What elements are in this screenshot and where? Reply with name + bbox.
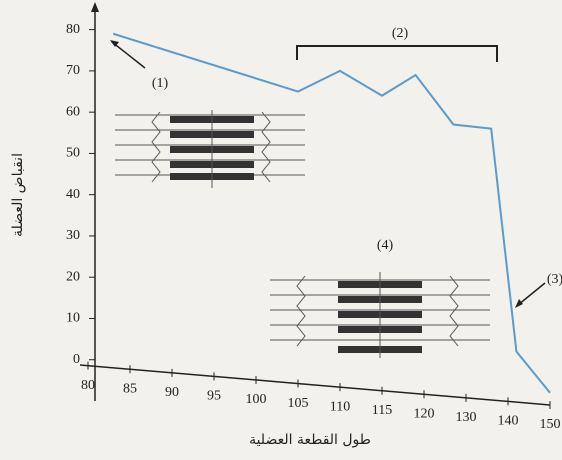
x-tick-label: 85 [123, 381, 137, 396]
arrow [111, 41, 146, 69]
arrow-head [515, 299, 523, 308]
y-tick-label: 40 [66, 187, 80, 202]
y-tick-label: 60 [66, 104, 80, 119]
x-tick-label: 80 [81, 378, 95, 393]
y-tick-label: 80 [66, 22, 80, 37]
sarcomere-drawing [115, 110, 305, 188]
annotation: (3) [547, 272, 562, 287]
y-tick-label: 0 [73, 352, 80, 367]
y-tick-label: 70 [66, 63, 80, 78]
x-tick-label: 115 [372, 403, 392, 418]
data-line [112, 32, 551, 394]
arrow-head [110, 40, 119, 47]
x-axis-label: طول القطعة العضلية [249, 432, 371, 448]
annotation: (4) [377, 238, 394, 253]
bracket [296, 45, 498, 62]
annotation: (2) [392, 26, 409, 41]
y-arrow [91, 2, 99, 12]
x-tick-label: 120 [414, 406, 435, 421]
y-tick-label: 20 [66, 269, 80, 284]
arrow [517, 282, 546, 306]
x-tick-label: 90 [165, 385, 179, 400]
x-tick-label: 140 [498, 414, 519, 429]
annotation: (1) [152, 76, 169, 91]
y-tick-label: 30 [66, 228, 80, 243]
y-tick-label: 50 [66, 146, 80, 161]
x-tick-label: 100 [246, 392, 267, 407]
x-tick-label: 150 [540, 417, 561, 432]
y-tick-label: 10 [66, 311, 80, 326]
x-tick-label: 105 [288, 396, 309, 411]
y-axis-label: انقباض العضلة [10, 153, 26, 237]
x-tick-label: 110 [330, 399, 350, 414]
x-tick-label: 130 [456, 410, 477, 425]
x-axis [79, 364, 551, 406]
x-tick-label: 95 [207, 389, 221, 404]
sarcomere-drawing [270, 272, 490, 358]
